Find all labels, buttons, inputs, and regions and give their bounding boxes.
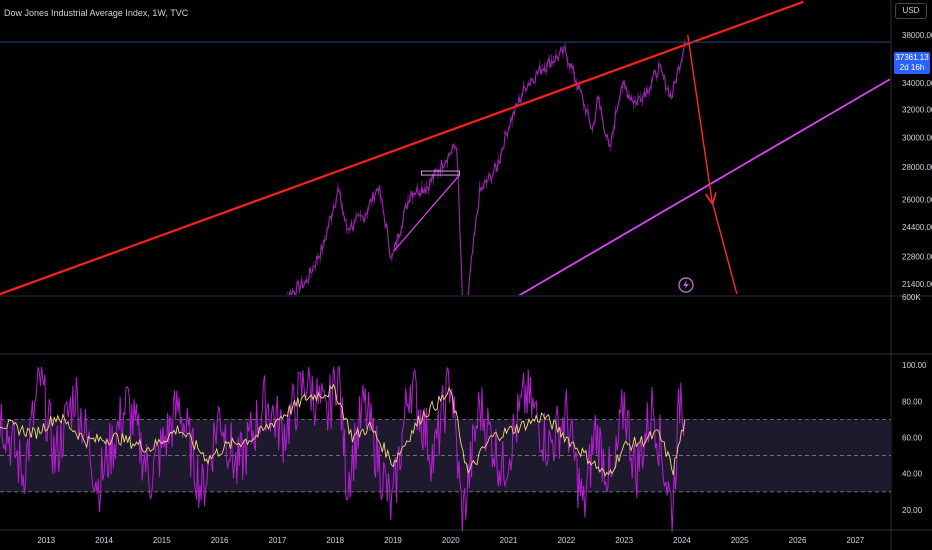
rsi-series-layer bbox=[0, 366, 686, 532]
time-axis-tick: 2018 bbox=[326, 536, 344, 545]
currency-selector[interactable]: USD bbox=[895, 3, 927, 19]
rsi-axis-tick: 60.00 bbox=[902, 433, 923, 442]
price-axis-tick: 21400.00 bbox=[902, 280, 932, 289]
price-axis-tick: 26000.00 bbox=[902, 195, 932, 204]
price-axis-tick: 24400.00 bbox=[902, 223, 932, 232]
time-axis-tick: 2014 bbox=[95, 536, 113, 545]
time-axis-tick: 2023 bbox=[615, 536, 633, 545]
bar-countdown: 2d 16h bbox=[899, 63, 925, 72]
time-axis-tick: 2020 bbox=[442, 536, 460, 545]
time-axis-tick: 2022 bbox=[557, 536, 575, 545]
rsi-ma-line bbox=[0, 383, 686, 477]
volume-axis-label: 600K bbox=[902, 293, 921, 302]
rsi-axis-tick: 40.00 bbox=[902, 470, 923, 479]
price-axis-tick: 38000.00 bbox=[902, 31, 932, 40]
rsi-line bbox=[0, 366, 686, 532]
price-axis-tick: 28000.00 bbox=[902, 163, 932, 172]
projection-arrow bbox=[687, 34, 712, 201]
resistance-trendline bbox=[0, 0, 804, 295]
last-price-value: 37361.13 bbox=[895, 53, 929, 62]
wedge-box bbox=[420, 170, 460, 176]
time-axis-tick: 2019 bbox=[384, 536, 402, 545]
wedge-trendline bbox=[393, 174, 460, 252]
symbol-title: Dow Jones Industrial Average Index, 1W, … bbox=[4, 8, 189, 18]
rsi-axis-tick: 20.00 bbox=[902, 506, 923, 515]
projection-extension bbox=[711, 200, 738, 295]
time-axis-labels: 2013 2014 2015 2016 2017 2018 2019 2020 2021 2022… bbox=[37, 536, 864, 545]
rsi-level-lines bbox=[0, 418, 891, 493]
price-axis-tick: 34000.00 bbox=[902, 79, 932, 88]
drawing-tools-layer bbox=[0, 0, 891, 295]
last-price-tag: 37361.13 2d 16h bbox=[894, 52, 930, 74]
currency-label: USD bbox=[902, 6, 920, 15]
rsi-axis-tick: 80.00 bbox=[902, 397, 923, 406]
price-axis-labels: 38000.00 34000.00 32000.00 30000.00 28000.00… bbox=[902, 31, 932, 289]
tradingview-logo-icon[interactable] bbox=[678, 277, 694, 293]
support-trendline bbox=[518, 78, 891, 295]
time-axis-tick: 2015 bbox=[153, 536, 171, 545]
time-axis-tick: 2027 bbox=[846, 536, 864, 545]
time-axis-tick: 2026 bbox=[789, 536, 807, 545]
time-axis-tick: 2024 bbox=[673, 536, 691, 545]
rsi-axis-labels: 100.00 80.00 60.00 40.00 20.00 bbox=[902, 361, 927, 515]
price-series-layer bbox=[285, 38, 686, 295]
time-axis-tick: 2013 bbox=[37, 536, 55, 545]
price-axis-tick: 32000.00 bbox=[902, 105, 932, 114]
price-pane[interactable] bbox=[0, 0, 890, 295]
rsi-axis-tick: 100.00 bbox=[902, 361, 927, 370]
price-axis-tick: 22800.00 bbox=[902, 252, 932, 261]
time-axis-tick: 2025 bbox=[731, 536, 749, 545]
time-axis-tick: 2017 bbox=[269, 536, 287, 545]
time-axis-tick: 2021 bbox=[500, 536, 518, 545]
time-axis-tick: 2016 bbox=[211, 536, 229, 545]
price-axis-tick: 30000.00 bbox=[902, 133, 932, 142]
